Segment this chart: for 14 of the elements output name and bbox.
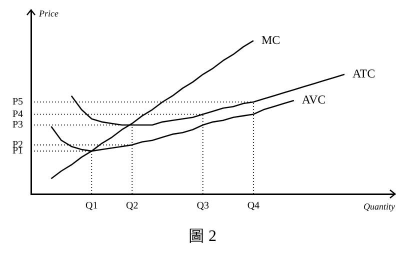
- series-label: MC: [261, 32, 280, 47]
- ref-line-label: P5: [12, 96, 23, 108]
- x-tick-label: Q2: [126, 200, 138, 212]
- y-axis-title: Price: [38, 8, 58, 18]
- x-axis-title: Quantity: [364, 201, 395, 212]
- caption: 圖 2: [188, 227, 218, 247]
- x-tick-label: Q4: [247, 200, 260, 212]
- ref-line-label: P3: [12, 120, 23, 131]
- x-tick-label: Q1: [86, 200, 98, 212]
- x-tick-label: Q3: [196, 200, 210, 212]
- ref-line-label: P4: [12, 108, 23, 120]
- series-label: AVC: [302, 92, 326, 107]
- series-label: ATC: [352, 66, 376, 81]
- ref-line-label: P1: [12, 146, 23, 157]
